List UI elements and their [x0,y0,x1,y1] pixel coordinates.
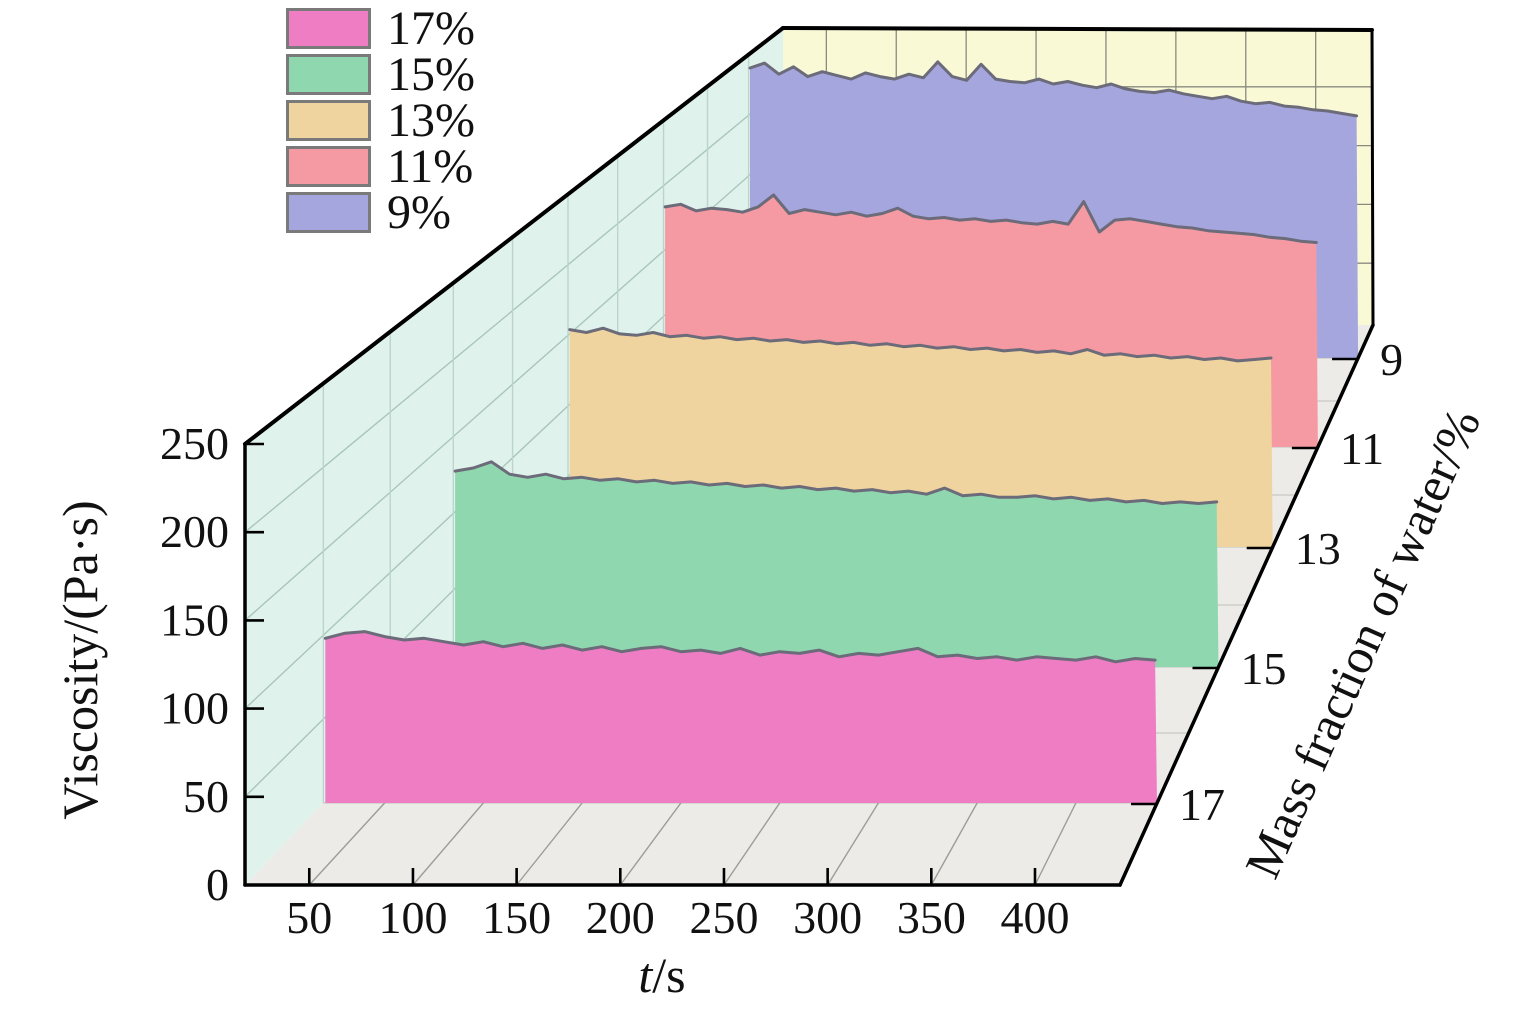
legend-item: 11% [286,142,475,190]
legend-swatch [286,54,371,95]
x-tick-label: 300 [793,892,862,943]
x-tick-label: 100 [378,892,447,943]
legend-swatch [286,8,371,49]
series-line-13% [568,326,1273,363]
legend-item: 13% [286,96,475,144]
y-tick-label: 50 [183,771,229,822]
series-line-9% [748,60,1359,118]
legend-label: 11% [387,139,474,193]
x-tick-label: 350 [897,892,966,943]
series-area-17% [325,631,1157,803]
box-edge [243,26,785,446]
series-line-15% [453,460,1219,505]
z-tick-label: 17 [1179,779,1225,830]
legend-item: 9% [286,188,475,236]
series-line-17% [323,630,1157,664]
legend-label: 9% [387,185,451,239]
legend-label: 13% [387,93,475,147]
y-tick-label: 100 [160,683,229,734]
y-tick-label: 200 [160,506,229,557]
z-tick-label: 15 [1240,643,1286,694]
legend: 17% 15% 13% 11% 9% [286,4,475,238]
series-line-11% [663,193,1318,244]
legend-label: 17% [387,1,475,55]
y-tick-label: 250 [160,418,229,469]
z-tick-label: 11 [1340,423,1384,474]
z-tick-label: 9 [1380,334,1403,385]
legend-swatch [286,192,371,233]
legend-swatch [286,100,371,141]
y-tick-label: 0 [206,859,229,910]
x-tick-label: 400 [1000,892,1069,943]
x-tick-label: 200 [586,892,655,943]
x-tick-label: 50 [286,892,332,943]
z-tick-label: 13 [1295,523,1341,574]
legend-label: 15% [387,47,475,101]
x-tick-label: 150 [482,892,551,943]
x-tick-label: 250 [689,892,758,943]
legend-item: 15% [286,50,475,98]
left-wall-gridline [244,86,784,533]
box-edge [1370,28,1375,327]
series-area-15% [455,461,1219,667]
y-tick-label: 150 [160,594,229,645]
box-edge [1118,323,1375,887]
legend-item: 17% [286,4,475,52]
box-edge [781,26,1374,32]
legend-swatch [286,146,371,187]
